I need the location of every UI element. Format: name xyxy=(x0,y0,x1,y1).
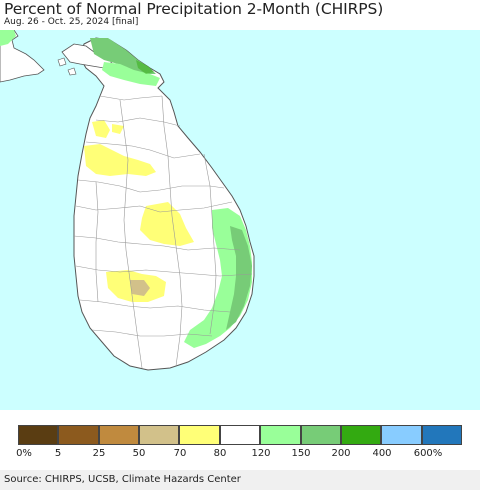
district-boundaries xyxy=(73,95,253,369)
yellow-west-1 xyxy=(92,120,110,138)
legend-swatch xyxy=(340,425,382,445)
legend-label: 25 xyxy=(92,448,106,459)
legend-swatch xyxy=(421,425,462,445)
legend-label: 80 xyxy=(213,448,227,459)
yellow-centre-1 xyxy=(140,202,194,246)
legend-swatch xyxy=(300,425,341,445)
yellow-west-2 xyxy=(84,144,156,176)
green-east-2 xyxy=(226,226,252,330)
legend-swatch xyxy=(219,425,261,445)
map-subtitle: Aug. 26 - Oct. 25, 2024 [final] xyxy=(4,17,139,27)
legend-swatch xyxy=(58,425,99,445)
island-2 xyxy=(67,67,77,76)
legend-label: 0% xyxy=(16,448,32,459)
legend-label: 70 xyxy=(173,448,187,459)
yellow-west-3 xyxy=(112,124,124,134)
legend-label: 200 xyxy=(331,448,351,459)
legend-label: 600% xyxy=(413,448,443,459)
map-title: Percent of Normal Precipitation 2-Month … xyxy=(4,0,384,18)
legend-swatch xyxy=(98,425,140,445)
legend-label: 120 xyxy=(251,448,271,459)
island-1 xyxy=(57,57,67,67)
precipitation-map xyxy=(0,30,480,410)
tan-centre xyxy=(130,280,150,296)
legend-swatch xyxy=(260,425,301,445)
source-text: Source: CHIRPS, UCSB, Climate Hazards Ce… xyxy=(4,474,241,485)
green-north-2 xyxy=(102,62,160,86)
legend-label: 5 xyxy=(54,448,62,459)
legend-color-bar xyxy=(18,425,462,445)
legend-swatch xyxy=(381,425,422,445)
legend-swatch xyxy=(179,425,220,445)
legend-labels: 0% 5 25 50 70 80 120 150 200 400 600% xyxy=(0,448,480,462)
green-north-3 xyxy=(136,60,154,74)
source-footer: Source: CHIRPS, UCSB, Climate Hazards Ce… xyxy=(0,470,480,490)
india-green-patch xyxy=(0,30,16,46)
legend-label: 150 xyxy=(291,448,311,459)
legend-swatch xyxy=(18,425,59,445)
india-coast xyxy=(0,30,45,83)
legend-label: 50 xyxy=(132,448,146,459)
legend-swatch xyxy=(139,425,180,445)
legend-label: 400 xyxy=(372,448,392,459)
